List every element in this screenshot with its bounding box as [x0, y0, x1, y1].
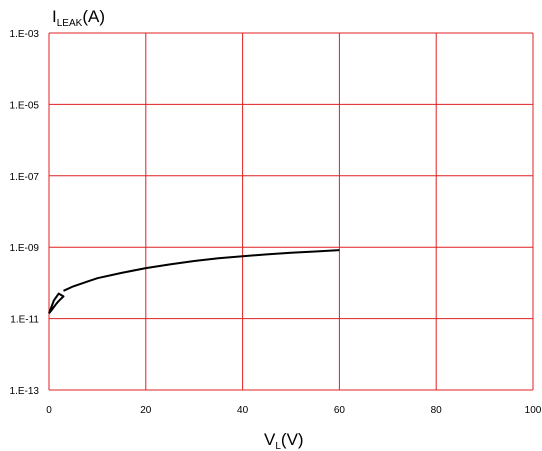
x-tick-label-3: 60 [334, 405, 346, 416]
y-tick-label-0: 1.E-13 [10, 386, 40, 397]
y-tick-label-2: 1.E-09 [10, 243, 40, 254]
x-tick-label-0: 0 [46, 405, 52, 416]
series-line-0 [48, 292, 65, 315]
x-tick-labels: 0 20 40 60 80 100 [46, 405, 542, 416]
series-line-1 [63, 249, 340, 292]
y-tick-label-5: 1.E-03 [10, 29, 40, 40]
y-tick-label-1: 1.E-11 [10, 315, 39, 326]
y-tick-label-4: 1.E-05 [10, 100, 40, 111]
y-tick-labels: 1.E-13 1.E-11 1.E-09 1.E-07 1.E-05 1.E-03 [10, 29, 40, 397]
x-tick-label-1: 20 [140, 405, 152, 416]
x-tick-label-4: 80 [431, 405, 443, 416]
grid-lines [48, 32, 534, 391]
x-axis-label: VL(V) [264, 430, 304, 451]
x-tick-label-2: 40 [237, 405, 249, 416]
y-axis-label: ILEAK(A) [52, 7, 105, 29]
x-tick-label-5: 100 [525, 405, 542, 416]
y-tick-label-3: 1.E-07 [10, 172, 40, 183]
data-series [48, 249, 340, 315]
